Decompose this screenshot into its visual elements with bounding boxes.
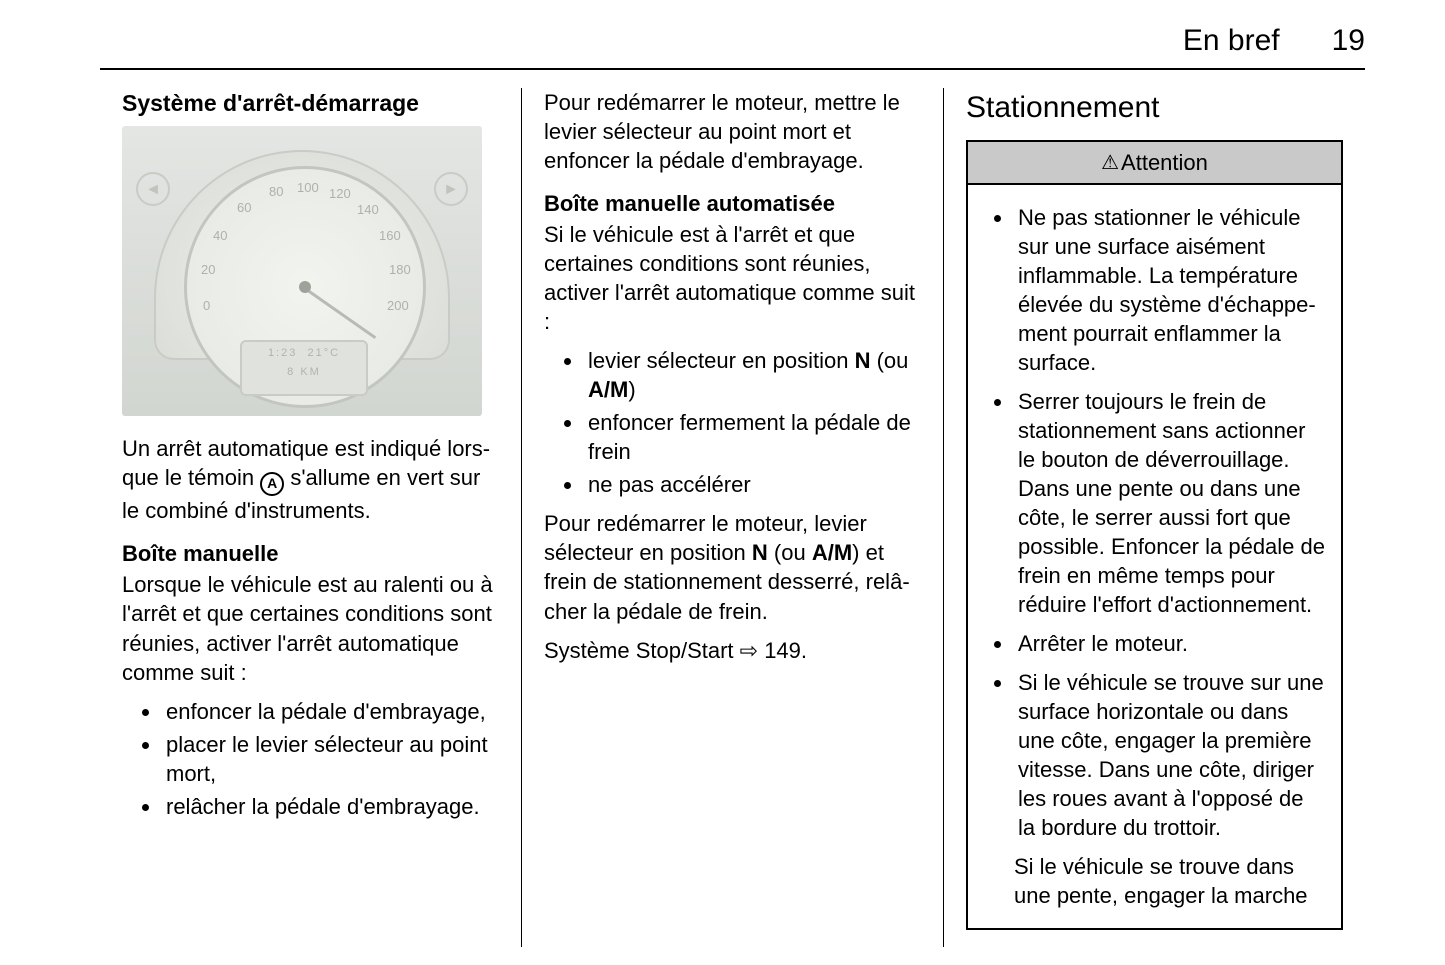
header-text-group: En bref 19 bbox=[1183, 24, 1365, 58]
list-item: relâcher la pédale d'embrayage. bbox=[162, 792, 499, 821]
column-1: Système d'arrêt-démarrage ◄ ► 0 20 40 60… bbox=[100, 88, 521, 947]
dashboard-illustration: ◄ ► 0 20 40 60 80 100 120 140 160 180 20… bbox=[122, 126, 482, 416]
paragraph-stop-start-ref: Système Stop/Start ⇨ 149. bbox=[544, 636, 921, 665]
subheading-auto-manual-gearbox: Boîte manuelle automatisée bbox=[544, 189, 921, 218]
cross-reference-icon: ⇨ bbox=[740, 636, 758, 665]
list-item: ne pas accélérer bbox=[584, 470, 921, 499]
page-header: En bref 19 bbox=[0, 0, 1445, 72]
caution-body: Ne pas stationner le véhicule sur une su… bbox=[968, 185, 1341, 929]
paragraph-restart-auto-manual: Pour redémarrer le moteur, levier sélect… bbox=[544, 509, 921, 625]
list-item: enfoncer fermement la pédale de frein bbox=[584, 408, 921, 466]
list-item: Si le véhicule se trouve sur une surface… bbox=[1014, 668, 1325, 842]
list-auto-manual-steps: levier sélecteur en position N (ou A/M) … bbox=[544, 346, 921, 499]
warning-icon: ⚠ bbox=[1101, 152, 1119, 174]
paragraph-auto-stop-indicator: Un arrêt automatique est indiqué lors­qu… bbox=[122, 434, 499, 525]
header-rule bbox=[100, 68, 1365, 70]
caution-box: ⚠Attention Ne pas stationner le véhicule… bbox=[966, 140, 1343, 931]
column-3: Stationnement ⚠Attention Ne pas stationn… bbox=[943, 88, 1365, 947]
list-parking-cautions: Ne pas stationner le véhicule sur une su… bbox=[984, 203, 1325, 843]
page-number: 19 bbox=[1332, 24, 1365, 58]
column-2: Pour redémarrer le moteur, mettre le lev… bbox=[521, 88, 943, 947]
turn-left-icon: ◄ bbox=[136, 172, 170, 206]
speedometer-needle bbox=[304, 288, 376, 340]
list-item: Ne pas stationner le véhicule sur une su… bbox=[1014, 203, 1325, 377]
paragraph-restart-manual: Pour redémarrer le moteur, mettre le lev… bbox=[544, 88, 921, 175]
list-manual-steps: enfoncer la pédale d'embrayage, placer l… bbox=[122, 697, 499, 821]
manual-page: En bref 19 Système d'arrêt-démarrage ◄ ►… bbox=[0, 0, 1445, 965]
list-item: Serrer toujours le frein de stationnemen… bbox=[1014, 387, 1325, 619]
display-line-2: 8 KM bbox=[242, 365, 366, 380]
caution-title: Attention bbox=[1121, 150, 1208, 175]
subheading-manual-gearbox: Boîte manuelle bbox=[122, 539, 499, 568]
section-heading-stop-start: Système d'arrêt-démarrage bbox=[122, 88, 499, 118]
caution-header: ⚠Attention bbox=[968, 142, 1341, 185]
turn-right-icon: ► bbox=[434, 172, 468, 206]
display-line-1: 1:23 21°C bbox=[242, 346, 366, 361]
chapter-title: En bref bbox=[1183, 24, 1280, 58]
columns: Système d'arrêt-démarrage ◄ ► 0 20 40 60… bbox=[100, 88, 1365, 947]
paragraph-manual-instructions: Lorsque le véhicule est au ralenti ou à … bbox=[122, 570, 499, 686]
list-item: placer le levier sélecteur au point mort… bbox=[162, 730, 499, 788]
list-item: levier sélecteur en position N (ou A/M) bbox=[584, 346, 921, 404]
trip-computer-display: 1:23 21°C 8 KM bbox=[240, 340, 368, 396]
section-heading-parking: Stationnement bbox=[966, 88, 1343, 128]
list-item: Arrêter le moteur. bbox=[1014, 629, 1325, 658]
autostop-icon: A bbox=[260, 472, 284, 496]
paragraph-auto-manual-instructions: Si le véhicule est à l'arrêt et que cert… bbox=[544, 220, 921, 336]
list-item: enfoncer la pédale d'embrayage, bbox=[162, 697, 499, 726]
paragraph-continuation: Si le véhicule se trouve dans une pente,… bbox=[1014, 852, 1325, 910]
